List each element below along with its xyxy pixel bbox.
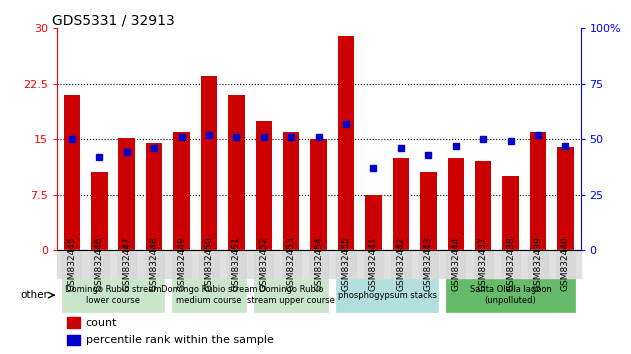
Bar [528, 250, 548, 278]
Text: GSM832442: GSM832442 [396, 237, 405, 291]
Bar [172, 250, 191, 278]
Bar [62, 279, 163, 312]
Bar [310, 139, 327, 250]
Bar [420, 172, 437, 250]
Bar [501, 250, 520, 278]
Bar [364, 250, 383, 278]
Bar [283, 132, 300, 250]
Text: other: other [21, 290, 49, 300]
Text: GSM832445: GSM832445 [68, 237, 76, 291]
Bar [281, 250, 301, 278]
Bar [144, 250, 163, 278]
Bar [336, 250, 356, 278]
Text: percentile rank within the sample: percentile rank within the sample [86, 335, 273, 345]
Bar [446, 279, 575, 312]
Bar [530, 132, 546, 250]
Bar [419, 250, 438, 278]
Text: GSM832441: GSM832441 [369, 237, 378, 291]
Bar [309, 250, 328, 278]
Text: GSM832454: GSM832454 [314, 237, 323, 291]
Text: phosphogypsum stacks: phosphogypsum stacks [338, 291, 437, 299]
Text: GSM832453: GSM832453 [286, 236, 296, 291]
Text: GSM832446: GSM832446 [95, 237, 103, 291]
Bar [254, 279, 328, 312]
Text: Domingo Rubio
stream upper course: Domingo Rubio stream upper course [247, 285, 335, 305]
Bar [62, 250, 81, 278]
Bar [174, 132, 190, 250]
Bar [199, 250, 218, 278]
Bar [68, 318, 80, 328]
Text: Santa Olalla lagoon
(unpolluted): Santa Olalla lagoon (unpolluted) [469, 285, 551, 305]
Bar [392, 158, 409, 250]
Bar [146, 143, 162, 250]
Bar [64, 95, 80, 250]
Bar [336, 279, 438, 312]
Bar [227, 250, 246, 278]
Text: GSM832439: GSM832439 [534, 236, 543, 291]
Bar [201, 76, 217, 250]
Text: GSM832448: GSM832448 [150, 237, 158, 291]
Bar [90, 250, 109, 278]
Text: GSM832437: GSM832437 [479, 236, 488, 291]
Bar [502, 176, 519, 250]
Bar [446, 250, 465, 278]
Text: GSM832440: GSM832440 [561, 237, 570, 291]
Text: GSM832452: GSM832452 [259, 237, 268, 291]
Text: GSM832451: GSM832451 [232, 236, 241, 291]
Text: Domingo Rubio stream
medium course: Domingo Rubio stream medium course [161, 285, 257, 305]
Text: count: count [86, 318, 117, 328]
Text: GSM832455: GSM832455 [341, 236, 351, 291]
Bar [228, 95, 245, 250]
Text: GDS5331 / 32913: GDS5331 / 32913 [52, 13, 174, 27]
Text: GSM832443: GSM832443 [424, 237, 433, 291]
Bar [117, 250, 136, 278]
Bar [68, 335, 80, 345]
Bar [475, 161, 492, 250]
Bar [338, 36, 354, 250]
Text: GSM832450: GSM832450 [204, 236, 213, 291]
Bar [556, 250, 575, 278]
Text: GSM832449: GSM832449 [177, 237, 186, 291]
Bar [365, 195, 382, 250]
Bar [391, 250, 411, 278]
Bar [172, 279, 246, 312]
Text: GSM832444: GSM832444 [451, 237, 460, 291]
Bar [119, 138, 135, 250]
Text: GSM832438: GSM832438 [506, 236, 515, 291]
Bar [256, 121, 272, 250]
Text: Domingo Rubio stream
lower course: Domingo Rubio stream lower course [65, 285, 162, 305]
Bar [474, 250, 493, 278]
Bar [57, 250, 581, 278]
Bar [254, 250, 273, 278]
Bar [557, 147, 574, 250]
Text: GSM832447: GSM832447 [122, 237, 131, 291]
Bar [91, 172, 107, 250]
Bar [447, 158, 464, 250]
